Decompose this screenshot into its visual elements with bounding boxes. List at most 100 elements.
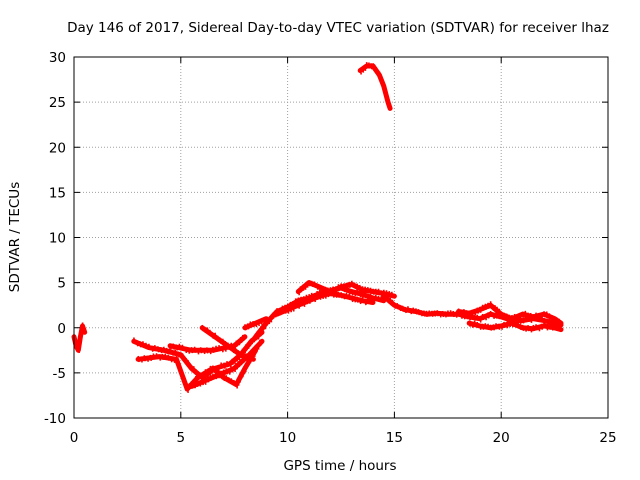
data-point (241, 334, 245, 342)
data-point (80, 327, 84, 334)
x-tick-label: 25 (599, 430, 616, 446)
data-point (221, 338, 225, 345)
data-point (167, 354, 170, 361)
data-point (238, 376, 241, 383)
data-point (256, 343, 260, 350)
data-point (220, 362, 223, 369)
data-point (473, 320, 477, 327)
data-point (245, 362, 249, 369)
data-point (388, 290, 391, 298)
data-point (500, 323, 503, 330)
data-point (300, 300, 303, 307)
data-point (321, 292, 325, 300)
data-point (555, 324, 559, 332)
data-point (202, 372, 205, 379)
data-point (535, 324, 538, 331)
data-point (369, 298, 373, 305)
data-point (76, 345, 79, 352)
data-point (159, 346, 163, 354)
data-point (188, 363, 192, 370)
data-point (209, 365, 213, 373)
data-point (271, 312, 275, 319)
data-point (361, 296, 365, 304)
data-point (308, 280, 311, 287)
data-point (284, 307, 287, 314)
series-rise-upper (295, 280, 397, 299)
data-point (206, 327, 210, 334)
data-point (220, 370, 223, 377)
data-point (521, 324, 525, 332)
data-point (428, 310, 431, 317)
data-point (495, 323, 498, 330)
data-point (433, 310, 437, 317)
data-point (463, 308, 466, 316)
data-point (503, 321, 506, 329)
data-point (548, 323, 552, 330)
data-point (172, 343, 175, 350)
data-point (259, 339, 262, 347)
data-point (244, 366, 247, 373)
data-point (79, 334, 83, 341)
data-point (491, 304, 495, 311)
data-point (372, 288, 375, 295)
data-point (553, 324, 557, 331)
data-point (260, 325, 263, 333)
data-point (299, 286, 303, 293)
data-point (508, 320, 511, 328)
data-point (281, 307, 285, 315)
data-point (139, 341, 142, 348)
data-point (83, 327, 86, 334)
y-tick-label: 0 (57, 321, 66, 337)
y-tick-label: 5 (57, 276, 66, 292)
x-tick-label: 15 (386, 430, 403, 446)
data-point (233, 379, 236, 387)
data-point (303, 283, 307, 290)
data-point (136, 340, 139, 347)
data-point (348, 288, 351, 295)
data-point (393, 302, 397, 309)
data-point (257, 319, 260, 327)
data-point (267, 317, 271, 325)
data-point (516, 313, 519, 321)
data-point (201, 378, 204, 386)
data-point (505, 322, 509, 329)
data-point (187, 359, 190, 367)
data-point (553, 316, 557, 323)
data-point (310, 295, 314, 302)
data-point (221, 346, 224, 353)
data-point (497, 323, 501, 330)
data-point (358, 297, 362, 305)
data-point (377, 288, 381, 295)
data-point (142, 341, 145, 348)
data-point (412, 307, 415, 314)
y-tick-label: 15 (49, 185, 66, 201)
data-point (479, 323, 482, 330)
data-point (231, 358, 234, 365)
data-point (420, 310, 423, 317)
data-point (230, 342, 233, 349)
data-point (444, 311, 447, 318)
data-point (345, 282, 349, 289)
data-point (521, 311, 525, 318)
data-point (201, 324, 204, 332)
data-point (197, 373, 200, 381)
data-point (192, 365, 196, 373)
data-point (361, 291, 365, 298)
x-tick-label: 10 (279, 430, 296, 446)
data-point (177, 351, 180, 358)
data-point (223, 362, 226, 369)
data-point (380, 296, 383, 303)
data-point (366, 286, 370, 294)
data-point (169, 343, 172, 350)
data-point (185, 358, 188, 365)
data-point (439, 311, 442, 318)
data-point (345, 292, 349, 299)
data-point (324, 286, 327, 294)
data-point (353, 282, 357, 289)
data-point (146, 355, 149, 362)
data-point (278, 309, 282, 316)
data-point (372, 63, 375, 70)
data-point (302, 300, 306, 308)
data-point (286, 307, 290, 314)
data-point (187, 347, 191, 354)
